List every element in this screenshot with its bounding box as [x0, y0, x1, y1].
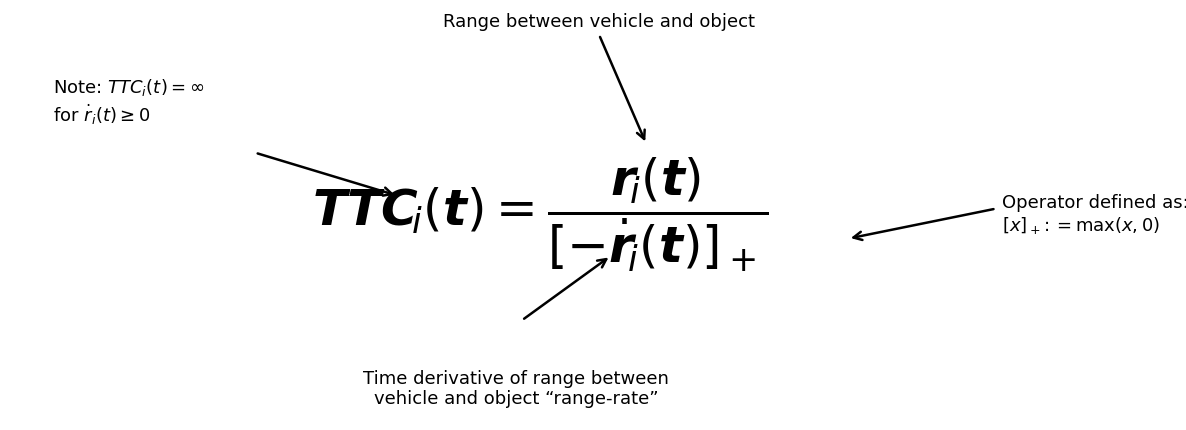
- Text: Operator defined as:
$[x]_+\!:= \max(x, 0)$: Operator defined as: $[x]_+\!:= \max(x, …: [1002, 194, 1186, 236]
- Text: $\mathbfit{TTC}_{\!\mathbf{\mathit{i}}}(\mathbfit{t}) = \dfrac{\mathbfit{r}_{\!\: $\mathbfit{TTC}_{\!\mathbf{\mathit{i}}}(…: [312, 156, 767, 274]
- Text: Time derivative of range between
vehicle and object “range-rate”: Time derivative of range between vehicle…: [363, 370, 669, 408]
- Text: Note: $\mathit{TTC}_i(t) = \infty$
for $\dot{r}_i(t) \geq 0$: Note: $\mathit{TTC}_i(t) = \infty$ for $…: [53, 77, 205, 126]
- Text: Range between vehicle and object: Range between vehicle and object: [442, 13, 755, 31]
